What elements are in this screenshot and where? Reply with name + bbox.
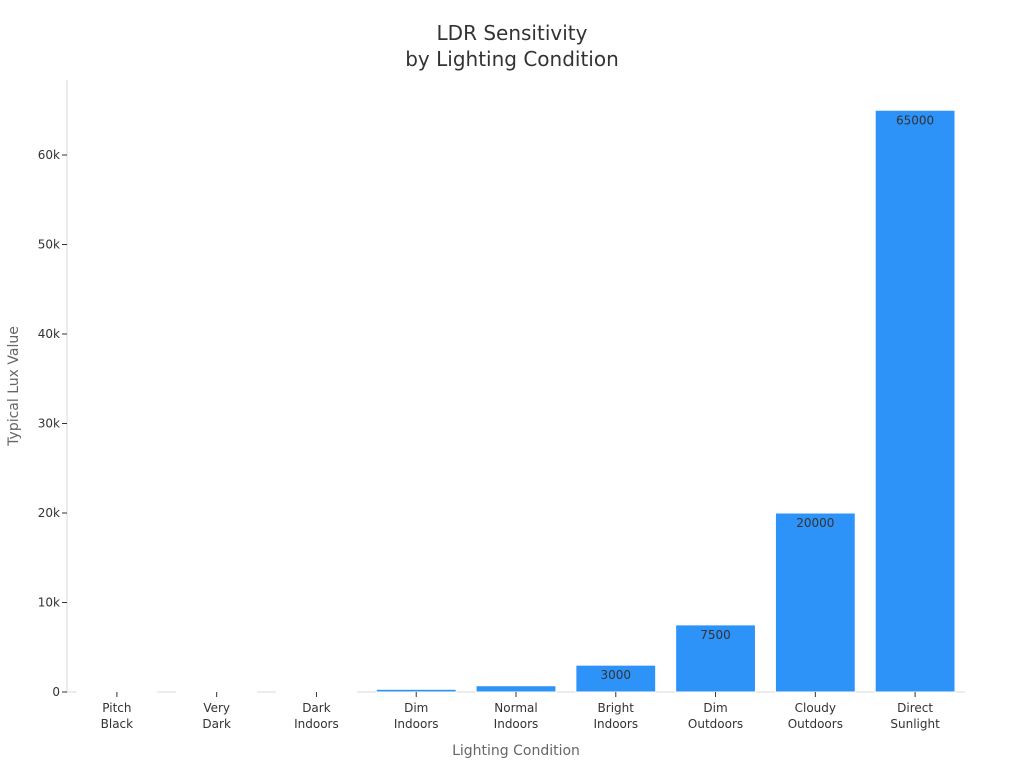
bar [276,690,357,693]
chart-title-line-1: LDR Sensitivity [437,21,588,45]
y-tick-label: 30k [38,417,60,431]
x-tick-label: Normal [494,701,537,715]
y-tick-label: 60k [38,148,60,162]
y-tick-label: 20k [38,506,60,520]
x-tick-label: Indoors [494,717,539,731]
bar [874,109,956,693]
bar [475,685,557,693]
x-tick-label: Dim [703,701,727,715]
x-tick-label: Dim [404,701,428,715]
bar [575,664,657,693]
bars-group: 3000 7500 20000 65000 [76,109,956,693]
x-tick-label: Outdoors [788,717,843,731]
x-tick-label: Indoors [394,717,439,731]
x-tick-label: Very [203,701,230,715]
x-tick-label: Black [101,717,134,731]
bar-value-label: 20000 [796,516,834,530]
bar [774,512,856,693]
x-tick-label: Cloudy [795,701,836,715]
x-tick-label: Indoors [294,717,339,731]
chart-title-line-2: by Lighting Condition [405,47,619,71]
x-tick-label: Dark [202,717,231,731]
y-tick-label: 10k [38,596,60,610]
x-tick-label: Pitch [102,701,131,715]
bar [375,688,457,693]
x-axis-title: Lighting Condition [452,743,580,759]
x-tick-label: Outdoors [688,717,743,731]
x-tick-label: Sunlight [890,717,940,731]
x-tick-label: Direct [897,701,933,715]
x-tick-label: Bright [598,701,635,715]
x-tick-label: Indoors [593,717,638,731]
bar-value-label: 65000 [896,113,934,127]
y-tick-label: 50k [38,238,60,252]
x-axis-ticks: Pitch Black Very Dark Dark Indoors Dim Indoors N… [101,692,940,731]
bar-value-label: 3000 [601,668,632,682]
bar-value-label: 7500 [700,628,731,642]
y-axis-title: Typical Lux Value [6,326,22,447]
y-tick-label: 0 [52,685,60,699]
y-tick-label: 40k [38,327,60,341]
x-tick-label: Dark [302,701,331,715]
y-axis-ticks: 0 10k 20k 30k 40k 50k 60k [38,148,67,699]
